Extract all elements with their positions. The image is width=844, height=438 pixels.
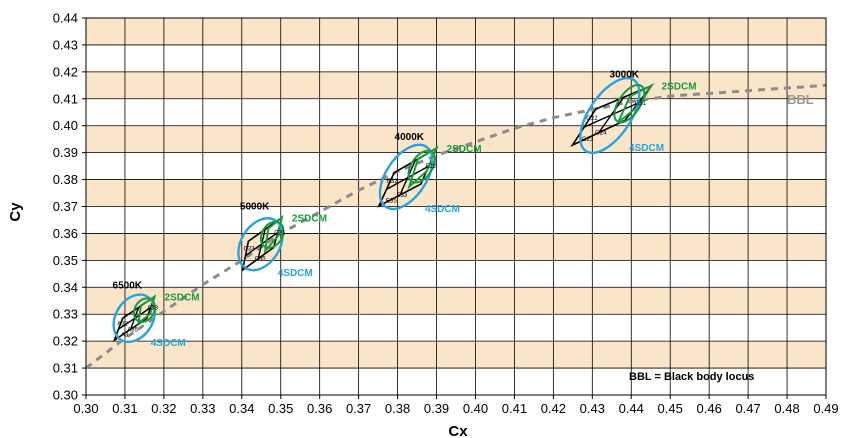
bin-cell-label: E33 xyxy=(397,193,408,199)
ellipse-4sdcm xyxy=(378,143,434,211)
ellipse-4sdcm xyxy=(237,217,284,272)
quadrangle-2sdcm xyxy=(407,145,439,190)
bin-cell-label: A33 xyxy=(147,306,158,312)
x-tick-label: 0.45 xyxy=(658,401,683,416)
quadrangle-2sdcm xyxy=(617,83,655,124)
y-tick-label: 0.32 xyxy=(53,334,78,349)
bin-cell-label: E32 xyxy=(387,179,398,185)
y-tick-label: 0.39 xyxy=(53,145,78,160)
y-tick-label: 0.43 xyxy=(53,37,78,52)
y-tick-label: 0.36 xyxy=(53,226,78,241)
band xyxy=(86,18,826,45)
x-tick-label: 0.48 xyxy=(774,401,799,416)
y-tick-label: 0.44 xyxy=(53,11,78,26)
bin-cell-label: C35 xyxy=(255,257,267,263)
x-tick-label: 0.37 xyxy=(346,401,371,416)
bbl-label: BBL xyxy=(787,92,814,107)
y-tick-label: 0.30 xyxy=(53,388,78,403)
axes: 0.30 0.31 0.32 0.33 0.34 0.35 0.36 0.37 0.38 0.39… xyxy=(53,11,839,417)
quadrangle-2sdcm xyxy=(263,214,284,255)
bin-cell-label: G22 xyxy=(586,116,598,122)
bin-cell-label: A3 xyxy=(121,333,129,339)
x-tick-label: 0.40 xyxy=(463,401,488,416)
ellipse-4sdcm xyxy=(112,293,157,344)
x-tick-label: 0.33 xyxy=(190,401,215,416)
bin-cell-label: G31 xyxy=(635,101,647,107)
cct-label: 5000K xyxy=(240,202,270,213)
bbl-legend-note: BBL = Black body locus xyxy=(629,371,754,383)
bin-cell-label: A35 xyxy=(127,327,138,333)
black-body-locus xyxy=(85,83,827,370)
bin-cell-label: E22 xyxy=(425,164,436,170)
y-tick-label: 0.41 xyxy=(53,91,78,106)
x-tick-label: 0.47 xyxy=(735,401,760,416)
bbl-curve xyxy=(85,83,827,370)
label-4sdcm: 4SDCM xyxy=(278,268,313,279)
x-tick-label: 0.35 xyxy=(268,401,293,416)
x-tick-label: 0.42 xyxy=(541,401,566,416)
bin-cell-label: G24 xyxy=(595,131,607,137)
band xyxy=(86,71,826,99)
x-tick-label: 0.44 xyxy=(619,401,644,416)
y-tick-label: 0.42 xyxy=(53,64,78,79)
y-tick-label: 0.31 xyxy=(53,361,78,376)
bin-cell-label: A32 xyxy=(117,322,128,328)
bin-cell-label: G23 xyxy=(582,137,594,143)
bin-cell-label: C33 xyxy=(243,246,255,252)
x-tick-label: 0.32 xyxy=(151,401,176,416)
ellipse-2sdcm xyxy=(407,149,436,184)
x-tick-label: 0.30 xyxy=(73,401,98,416)
label-4sdcm: 4SDCM xyxy=(629,143,664,154)
y-tick-label: 0.34 xyxy=(53,280,78,295)
band xyxy=(86,287,826,315)
x-tick-label: 0.38 xyxy=(385,401,410,416)
label-2sdcm: 2SDCM xyxy=(292,214,327,225)
ellipse-2sdcm xyxy=(613,83,646,124)
background-bands xyxy=(86,18,826,369)
label-4sdcm: 4SDCM xyxy=(151,338,186,349)
band xyxy=(86,233,826,261)
y-tick-label: 0.35 xyxy=(53,253,78,268)
x-tick-label: 0.43 xyxy=(580,401,605,416)
cct-label: 3000K xyxy=(610,70,640,81)
label-2sdcm: 2SDCM xyxy=(662,82,697,93)
ellipse-2sdcm xyxy=(132,297,156,323)
y-tick-label: 0.33 xyxy=(53,307,78,322)
cct-label: 4000K xyxy=(395,132,425,143)
y-axis-title: Cy xyxy=(7,202,24,222)
y-tick-label: 0.37 xyxy=(53,199,78,214)
x-tick-label: 0.46 xyxy=(697,401,722,416)
band xyxy=(86,179,826,207)
x-axis-title: Cx xyxy=(448,423,468,438)
bin-cell-label: E35 xyxy=(386,199,397,205)
quadrangle-divider xyxy=(386,165,430,191)
label-4sdcm: 4SDCM xyxy=(425,204,460,215)
cct-group-5000K: C33 C31 C35 5000K 2SDCM 4SDCM xyxy=(237,202,327,279)
y-tick-label: 0.40 xyxy=(53,118,78,133)
label-2sdcm: 2SDCM xyxy=(165,293,200,304)
label-2sdcm: 2SDCM xyxy=(447,144,482,155)
ellipse-4sdcm xyxy=(579,76,641,155)
x-tick-label: 0.39 xyxy=(424,401,449,416)
band xyxy=(86,341,826,369)
x-tick-label: 0.34 xyxy=(229,401,254,416)
y-tick-label: 0.38 xyxy=(53,172,78,187)
x-tick-label: 0.36 xyxy=(307,401,332,416)
cct-label: 6500K xyxy=(113,281,143,292)
ellipse-2sdcm xyxy=(259,220,285,249)
bin-cell-label: C31 xyxy=(274,230,286,236)
quadrangle-2sdcm xyxy=(137,294,157,326)
x-tick-label: 0.41 xyxy=(502,401,527,416)
quadrangle-divider xyxy=(583,102,639,128)
x-tick-label: 0.49 xyxy=(813,401,838,416)
x-tick-label: 0.31 xyxy=(112,401,137,416)
